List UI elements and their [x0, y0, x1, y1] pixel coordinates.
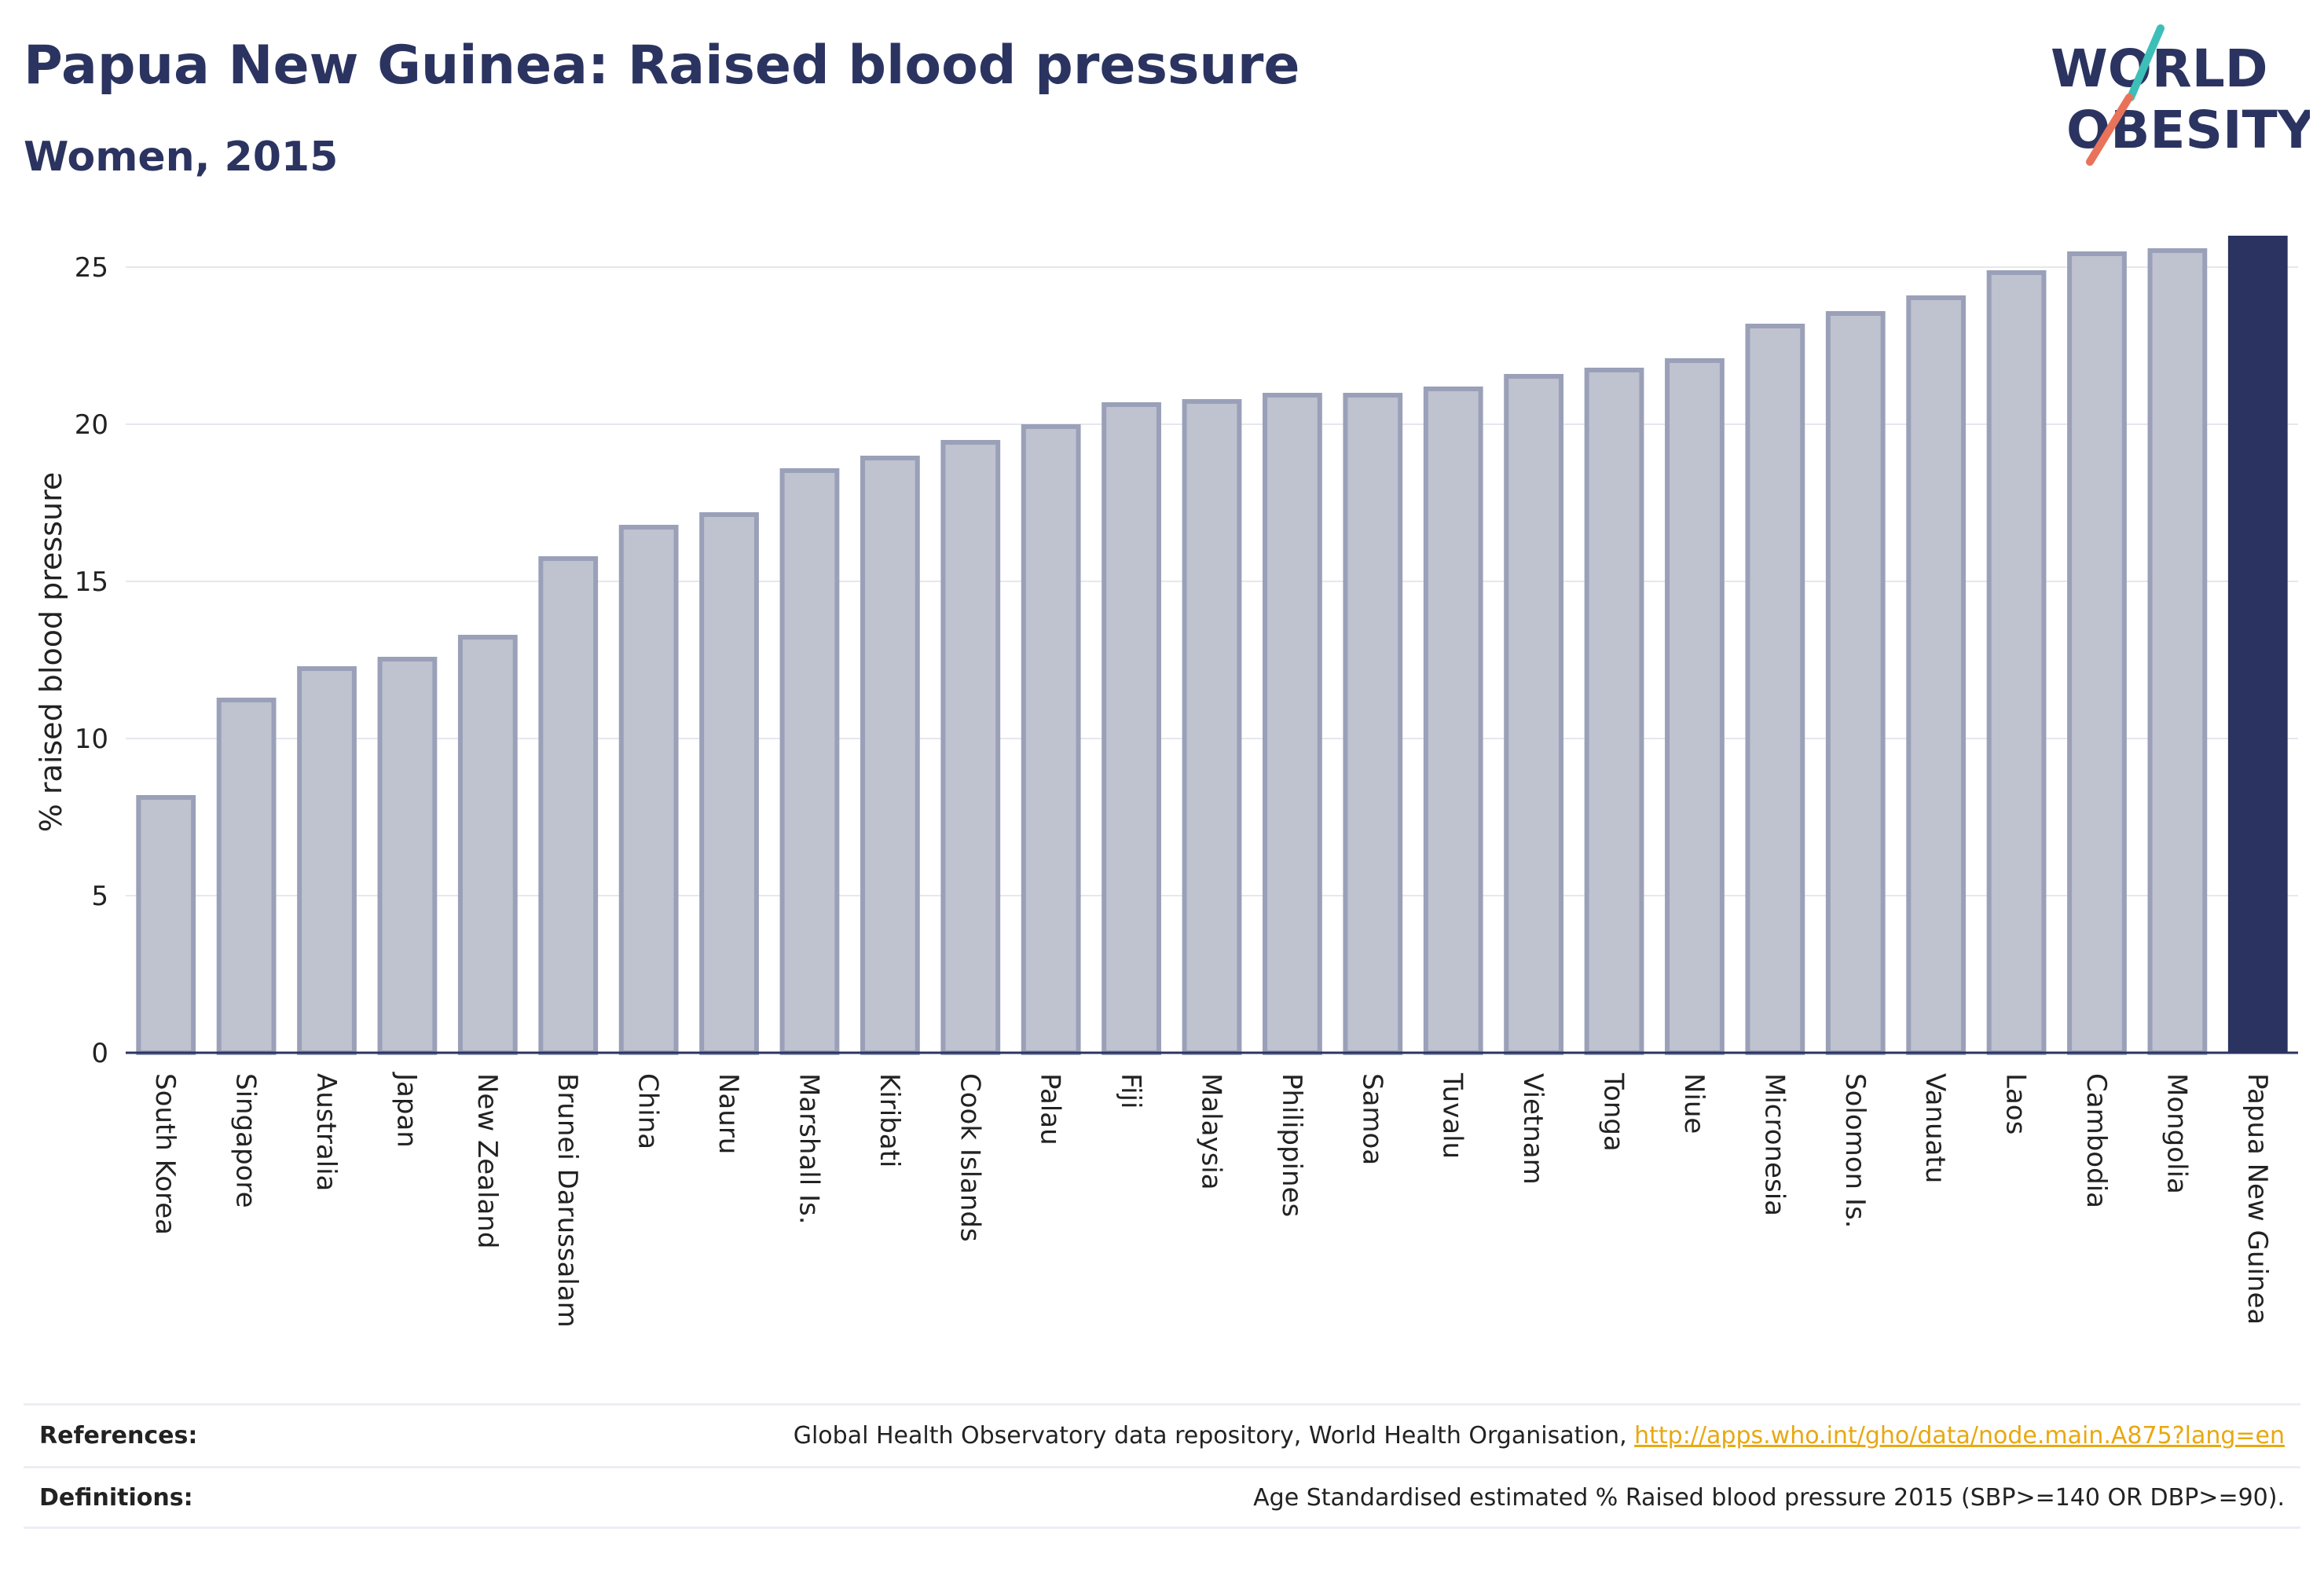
- x-tick-label: Tuvalu: [1437, 1072, 1468, 1159]
- bar: [699, 512, 759, 1055]
- bar-chart: 0 5 10 15 20 25 % raised blood pressure South K…: [34, 236, 2298, 1328]
- x-tick-label: Samoa: [1356, 1073, 1387, 1165]
- bar: [1343, 393, 1403, 1055]
- y-tick-label: 20: [75, 409, 108, 441]
- y-tick-label: 10: [75, 724, 108, 755]
- chart-subtitle: Women, 2015: [24, 134, 339, 181]
- bar: [1423, 387, 1483, 1055]
- x-tick-label: Cook Islands: [954, 1073, 985, 1242]
- footer-table: References: Global Health Observatory da…: [24, 1403, 2300, 1529]
- references-value: Global Health Observatory data repositor…: [794, 1422, 2285, 1450]
- bar: [1263, 393, 1322, 1055]
- bar: [457, 635, 518, 1055]
- x-tick-label: Palau: [1035, 1073, 1066, 1145]
- x-tick-label: Solomon Is.: [1839, 1073, 1871, 1228]
- bar: [297, 666, 357, 1055]
- definitions-label: Definitions:: [39, 1483, 193, 1512]
- x-tick-label: Japan: [390, 1072, 422, 1148]
- x-tick-label: Malaysia: [1196, 1073, 1227, 1190]
- x-tick-label: Vanuatu: [1919, 1073, 1951, 1183]
- bar: [1986, 270, 2047, 1055]
- references-link[interactable]: http://apps.who.int/gho/data/node.main.A…: [1634, 1422, 2285, 1450]
- bar: [2227, 236, 2288, 1053]
- bar: [2067, 251, 2127, 1055]
- y-tick-label: 25: [75, 252, 108, 284]
- logo-line1: WORLD: [2051, 38, 2268, 99]
- bar: [1584, 368, 1644, 1055]
- x-tick-label: Laos: [2000, 1073, 2032, 1134]
- bar: [860, 456, 920, 1055]
- bar: [1102, 402, 1161, 1055]
- x-tick-label: Nauru: [713, 1073, 744, 1154]
- x-tick-label: Micronesia: [1758, 1073, 1790, 1216]
- y-axis-label: % raised blood pressure: [34, 472, 68, 833]
- bar: [1825, 311, 1886, 1055]
- definitions-value: Age Standardised estimated % Raised bloo…: [1253, 1483, 2285, 1512]
- bar: [1182, 399, 1242, 1055]
- references-row: References: Global Health Observatory da…: [24, 1403, 2300, 1466]
- x-tick-label: China: [632, 1073, 664, 1149]
- x-tick-label: Cambodia: [2080, 1073, 2112, 1208]
- chart-title: Papua New Guinea: Raised blood pressure: [24, 35, 1300, 97]
- y-tick-label: 5: [91, 881, 108, 912]
- bar: [940, 440, 1001, 1055]
- logo-slash-coral: [2086, 93, 2133, 166]
- x-tick-label: Mongolia: [2161, 1073, 2192, 1194]
- bar: [1906, 295, 1967, 1055]
- definitions-row: Definitions: Age Standardised estimated …: [24, 1466, 2300, 1529]
- x-tick-label: Singapore: [230, 1073, 262, 1208]
- y-tick-label: 15: [75, 566, 108, 598]
- bar: [1021, 424, 1081, 1055]
- x-tick-label: Papua New Guinea: [2242, 1073, 2273, 1325]
- bar: [377, 657, 438, 1055]
- bar: [2147, 248, 2208, 1055]
- bar: [1665, 358, 1725, 1055]
- bar: [216, 698, 277, 1055]
- logo-slash-teal: [2127, 24, 2165, 101]
- x-tick-label: New Zealand: [471, 1073, 503, 1248]
- bar: [538, 556, 599, 1055]
- x-tick-label: Marshall Is.: [793, 1073, 824, 1225]
- x-tick-label: Brunei Darussalam: [552, 1073, 583, 1328]
- x-tick-label: Kiribati: [874, 1073, 905, 1167]
- x-tick-label: Tonga: [1598, 1072, 1629, 1152]
- world-obesity-logo: WORLD OBESITY: [2051, 24, 2310, 166]
- bar: [618, 525, 679, 1055]
- bar: [1745, 324, 1805, 1055]
- bar: [136, 795, 196, 1055]
- y-tick-label: 0: [91, 1038, 108, 1069]
- references-label: References:: [39, 1422, 198, 1450]
- bar: [779, 468, 840, 1055]
- references-text: Global Health Observatory data repositor…: [793, 1422, 1635, 1450]
- x-tick-label: Australia: [310, 1073, 342, 1191]
- x-tick-label: Niue: [1678, 1073, 1710, 1134]
- bar: [1504, 374, 1564, 1055]
- x-tick-label: Fiji: [1115, 1073, 1146, 1109]
- x-tick-label: South Korea: [149, 1073, 181, 1235]
- x-tick-label: Vietnam: [1517, 1073, 1549, 1185]
- x-tick-label: Philippines: [1276, 1073, 1307, 1217]
